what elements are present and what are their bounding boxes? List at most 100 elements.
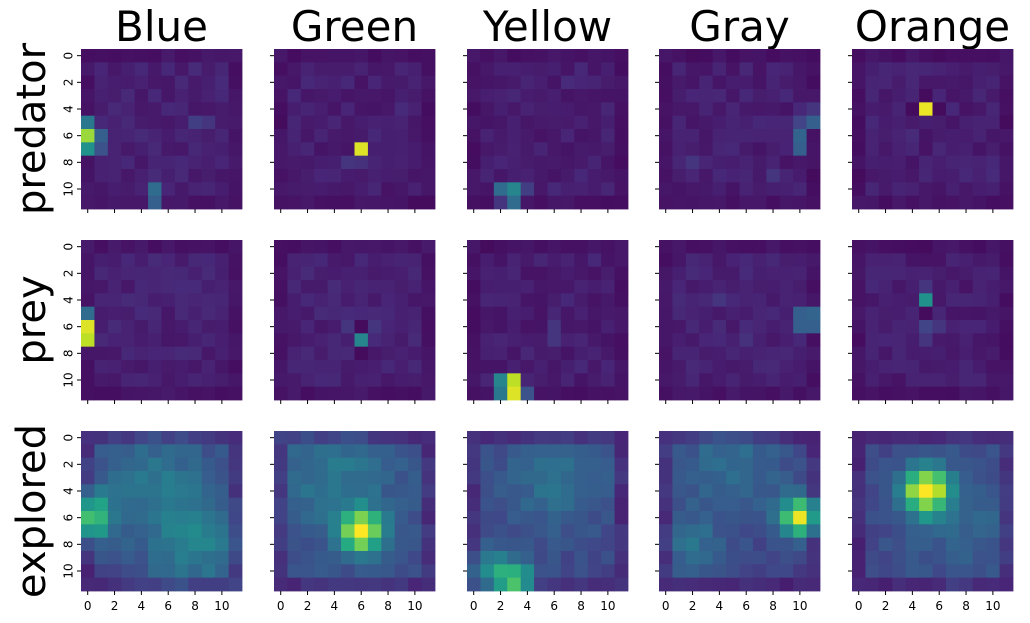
heatmap-cell xyxy=(354,115,369,130)
heatmap-cell xyxy=(685,182,700,197)
heatmap-cell xyxy=(905,102,920,117)
heatmap-cell xyxy=(421,142,436,157)
heatmap-cell xyxy=(228,537,243,552)
heatmap-cell xyxy=(574,524,589,539)
x-tick-label: 2 xyxy=(497,599,505,613)
heatmap-cell xyxy=(905,551,920,565)
heatmap-cell xyxy=(134,524,149,539)
heatmap-cell xyxy=(865,129,880,143)
heatmap-cell xyxy=(367,320,382,334)
heatmap-cell xyxy=(201,49,216,63)
heatmap-cell xyxy=(520,155,535,170)
heatmap-cell xyxy=(919,293,933,308)
heatmap-cell xyxy=(81,195,95,210)
heatmap-cell xyxy=(174,306,189,321)
heatmap-predator-green xyxy=(270,49,436,213)
heatmap-cell xyxy=(327,240,342,254)
heatmap-cell xyxy=(161,346,176,361)
heatmap-cell xyxy=(986,115,1000,130)
heatmap-cell xyxy=(121,240,136,254)
heatmap-cell xyxy=(201,142,216,157)
heatmap-cell xyxy=(287,266,302,281)
heatmap-cell xyxy=(932,320,947,334)
heatmap-cell xyxy=(215,266,229,281)
heatmap-cell xyxy=(587,89,602,103)
heatmap-cell xyxy=(574,360,589,374)
heatmap-cell xyxy=(547,155,562,170)
heatmap-cell xyxy=(574,577,589,592)
heatmap-cell xyxy=(766,169,781,183)
heatmap-cell xyxy=(752,551,767,565)
heatmap-cell xyxy=(601,293,615,308)
heatmap-cell xyxy=(878,182,893,197)
heatmap-cell xyxy=(300,49,315,63)
heatmap-cell xyxy=(793,266,807,281)
heatmap-cell xyxy=(94,182,109,197)
heatmap-cell xyxy=(766,360,781,374)
heatmap-cell xyxy=(999,75,1014,90)
heatmap-cell xyxy=(699,320,714,334)
column-title-yellow: Yellow xyxy=(482,2,612,51)
heatmap-cell xyxy=(779,169,794,183)
heatmap-cell xyxy=(381,471,396,485)
heatmap-cell xyxy=(587,62,602,77)
heatmap-cell xyxy=(287,484,302,499)
heatmap-cell xyxy=(480,75,495,90)
heatmap-cell xyxy=(852,524,866,539)
heatmap-cell xyxy=(614,484,629,499)
heatmap-cell xyxy=(394,169,409,183)
heatmap-cell xyxy=(905,253,920,268)
heatmap-cell xyxy=(672,577,687,592)
heatmap-cell xyxy=(174,62,189,77)
heatmap-cell xyxy=(467,551,481,565)
heatmap-cell xyxy=(467,266,481,281)
heatmap-cell xyxy=(685,253,700,268)
heatmap-cell xyxy=(659,89,673,103)
heatmap-cell xyxy=(367,266,382,281)
heatmap-cell xyxy=(174,49,189,63)
heatmap-cell xyxy=(408,360,422,374)
column-title-orange: Orange xyxy=(855,2,1010,51)
heatmap-cell xyxy=(972,169,987,183)
heatmap-cell xyxy=(287,431,302,445)
heatmap-cell xyxy=(574,169,589,183)
heatmap-cell xyxy=(520,373,535,388)
heatmap-cell xyxy=(793,373,807,388)
heatmap-cell xyxy=(986,142,1000,157)
heatmap-cell xyxy=(793,169,807,183)
heatmap-cell xyxy=(865,280,880,294)
heatmap-cell xyxy=(959,386,974,401)
heatmap-cell xyxy=(367,182,382,197)
heatmap-cell xyxy=(94,49,109,63)
heatmap-cell xyxy=(467,360,481,374)
heatmap-cell xyxy=(161,129,176,143)
heatmap-cell xyxy=(300,253,315,268)
heatmap-cell xyxy=(188,102,203,117)
heatmap-cell xyxy=(739,62,754,77)
heatmap-cell xyxy=(381,497,396,512)
heatmap-cell xyxy=(560,293,575,308)
heatmap-cell xyxy=(421,62,436,77)
heatmap-cell xyxy=(274,386,288,401)
heatmap-cell xyxy=(726,89,740,103)
heatmap-cell xyxy=(806,49,821,63)
y-tick-label: 8 xyxy=(62,350,76,358)
heatmap-cell xyxy=(560,346,575,361)
heatmap-cell xyxy=(685,306,700,321)
heatmap-cell xyxy=(354,195,369,210)
heatmap-cell xyxy=(986,373,1000,388)
heatmap-cell xyxy=(986,62,1000,77)
heatmap-cell xyxy=(919,280,933,294)
heatmap-cell xyxy=(945,49,960,63)
heatmap-cell xyxy=(766,444,781,459)
heatmap-cell xyxy=(94,75,109,90)
heatmap-cell xyxy=(381,386,396,401)
heatmap-cell xyxy=(341,129,355,143)
heatmap-cell xyxy=(94,280,109,294)
heatmap-cell xyxy=(408,537,422,552)
heatmap-cell xyxy=(121,457,136,472)
heatmap-cell xyxy=(421,484,436,499)
heatmap-cell xyxy=(161,386,176,401)
heatmap-cell xyxy=(685,346,700,361)
heatmap-cell xyxy=(766,537,781,552)
